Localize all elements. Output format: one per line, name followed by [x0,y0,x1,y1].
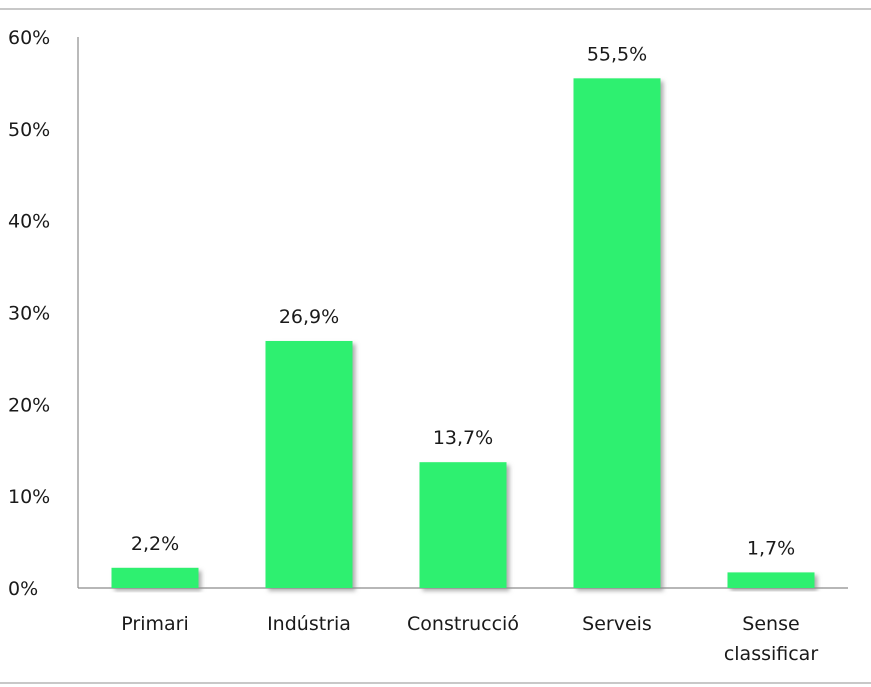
data-label: 55,5% [587,43,647,65]
category-label: Serveis [582,613,652,635]
bar [111,567,199,588]
category-label: Primari [121,613,188,635]
bar [573,78,661,588]
data-label: 2,2% [131,533,179,555]
y-tick-label: 0% [8,578,38,600]
category-label: Indústria [267,613,351,635]
data-label: 1,7% [747,537,795,559]
y-tick-label: 50% [8,119,50,141]
bar [727,572,815,588]
y-tick-label: 10% [8,486,50,508]
data-label: 13,7% [433,427,493,449]
y-tick-label: 20% [8,394,50,416]
category-label: Sense [742,613,799,635]
labels: 2,2% Primari 26,9% Indústria 13,7% Construcci… [121,43,818,665]
category-label: Construcció [407,613,519,635]
y-tick-label: 40% [8,211,50,233]
bars [111,78,815,588]
y-tick-label: 30% [8,303,50,325]
bar [419,462,507,588]
bar [265,340,353,588]
y-tick-label: 60% [8,27,50,49]
bottom-border [0,682,871,684]
top-border [0,8,871,10]
data-label: 26,9% [279,306,339,328]
category-label: classificar [724,643,819,665]
